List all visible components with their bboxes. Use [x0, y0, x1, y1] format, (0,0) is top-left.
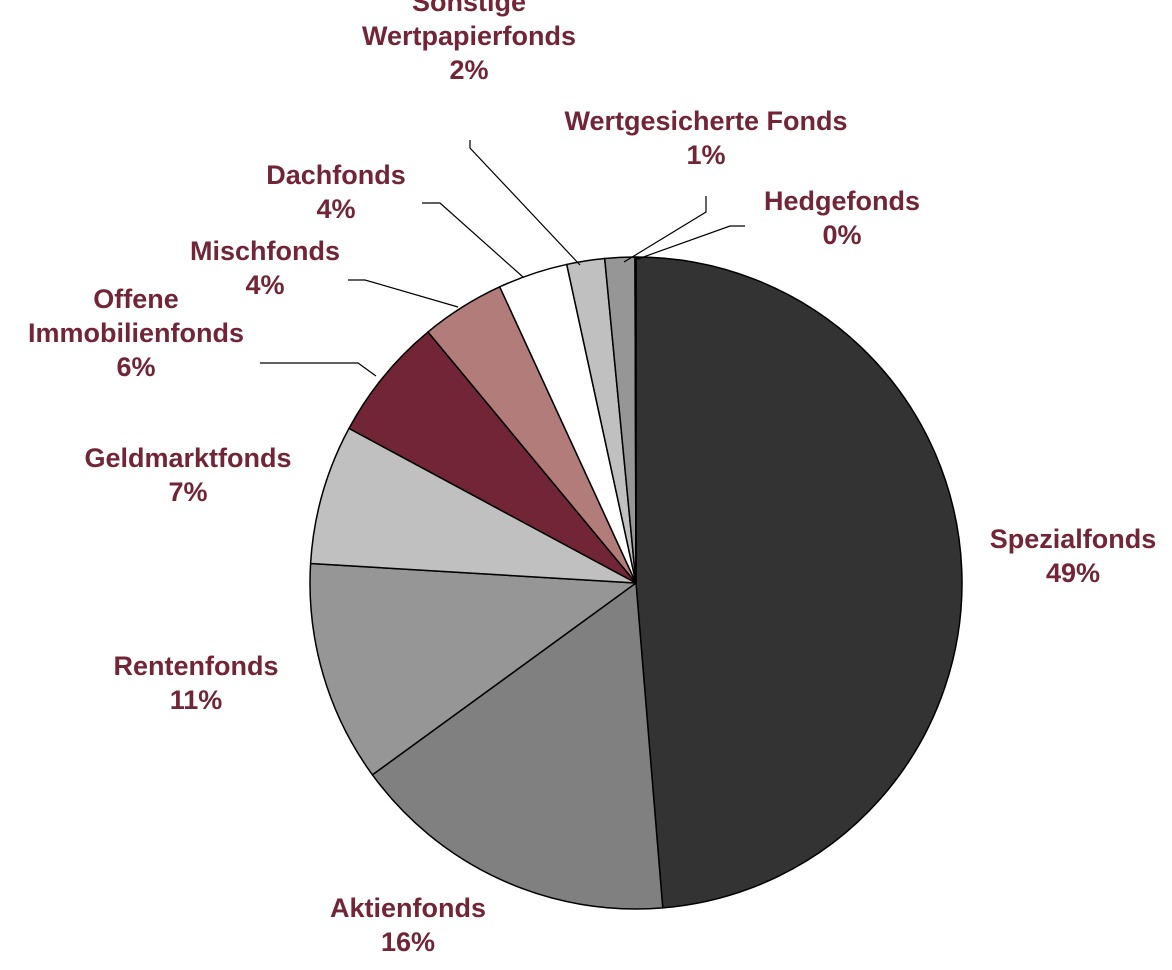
- slice-label-geldmarktfonds: Geldmarktfonds 7%: [84, 443, 291, 507]
- slice-percent-label: 4%: [316, 194, 355, 224]
- slice-name-label: Dachfonds: [266, 160, 406, 190]
- pie-slice-geldmarktfonds: [309, 427, 637, 584]
- slice-label-wertgesicherte-fonds: Wertgesicherte Fonds 1%: [564, 106, 847, 170]
- pie-slice-spezialfonds: [635, 256, 963, 909]
- slice-label-sonstige-wertpapierfonds: Sonstige Wertpapierfonds 2%: [362, 0, 576, 85]
- leader-line-dachfonds: [422, 202, 524, 278]
- leader-line-wertgesicherte-fonds: [623, 196, 707, 263]
- pie-slice-hedgefonds: [634, 256, 637, 584]
- slice-percent-label: 1%: [686, 140, 725, 170]
- slice-label-aktienfonds: Aktienfonds 16%: [330, 893, 486, 957]
- slice-label-dachfonds: Dachfonds 4%: [266, 160, 406, 224]
- slice-label-rentenfonds: Rentenfonds 11%: [114, 651, 279, 715]
- slice-name-label: Hedgefonds: [764, 186, 920, 216]
- slice-percent-label: 7%: [168, 477, 207, 507]
- slice-percent-label: 0%: [822, 220, 861, 250]
- slice-name-label: Geldmarktfonds: [84, 443, 291, 473]
- leader-line-offene-immobilienfonds: [260, 362, 377, 377]
- pie-slices: [309, 256, 963, 910]
- slice-name-label: Wertpapierfonds: [362, 21, 576, 51]
- pie-slice-rentenfonds: [309, 562, 637, 776]
- slice-percent-label: 16%: [381, 927, 435, 957]
- slice-percent-label: 11%: [170, 685, 223, 715]
- slice-name-label: Spezialfonds: [990, 524, 1157, 554]
- slice-label-mischfonds: Mischfonds 4%: [190, 236, 340, 300]
- slice-labels: Spezialfonds 49% Aktienfonds 16% Rentenfonds…: [28, 0, 1156, 957]
- slice-name-label: Mischfonds: [190, 236, 340, 266]
- pie-slice-offene-immobilienfonds: [348, 331, 637, 584]
- slice-percent-label: 4%: [245, 270, 284, 300]
- leader-line-mischfonds: [348, 279, 459, 308]
- slice-label-spezialfonds: Spezialfonds 49%: [990, 524, 1157, 588]
- slice-name-label: Immobilienfonds: [28, 318, 244, 348]
- slice-percent-label: 2%: [449, 55, 488, 85]
- leader-line-hedgefonds: [634, 225, 745, 261]
- slice-name-label: Sonstige: [412, 0, 526, 17]
- slice-name-label: Rentenfonds: [114, 651, 279, 681]
- slice-name-label: Aktienfonds: [330, 893, 486, 923]
- slice-label-offene-immobilienfonds: Offene Immobilienfonds 6%: [28, 284, 244, 382]
- leader-line-sonstige-wertpapierfonds: [469, 140, 581, 266]
- leader-lines: [260, 140, 745, 377]
- slice-name-label: Offene: [93, 284, 179, 314]
- slice-percent-label: 49%: [1046, 558, 1100, 588]
- slice-name-label: Wertgesicherte Fonds: [564, 106, 847, 136]
- slice-percent-label: 6%: [116, 352, 155, 382]
- slice-label-hedgefonds: Hedgefonds 0%: [764, 186, 920, 250]
- pie-slice-aktienfonds: [371, 582, 664, 910]
